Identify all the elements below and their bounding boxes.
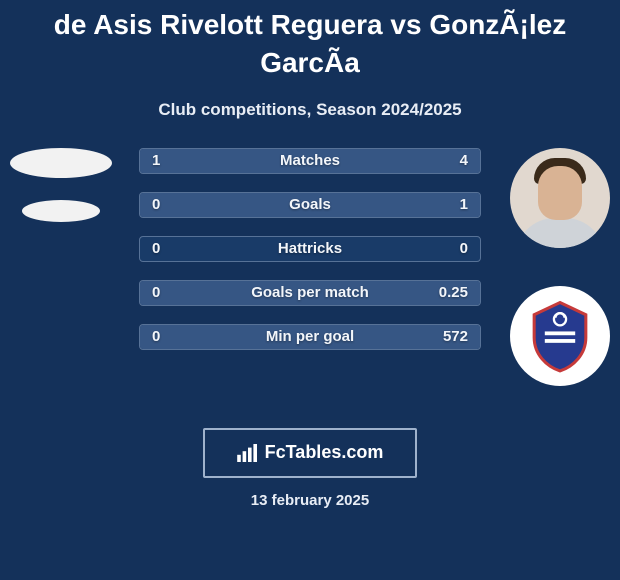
right-player-column [510, 148, 610, 386]
right-club-logo [510, 286, 610, 386]
stat-row: Matches14 [139, 148, 481, 174]
stat-bar-right [208, 149, 480, 173]
brand-watermark[interactable]: FcTables.com [203, 428, 417, 478]
avatar-face-shape [538, 166, 582, 220]
brand-label: FcTables.com [265, 442, 384, 463]
avatar-body-shape [515, 218, 605, 248]
comparison-card: de Asis Rivelott Reguera vs GonzÃ¡lez Ga… [0, 0, 620, 580]
stat-row: Min per goal0572 [139, 324, 481, 350]
right-player-avatar [510, 148, 610, 248]
left-player-avatar-placeholder [10, 148, 112, 178]
stat-row: Goals per match00.25 [139, 280, 481, 306]
stat-label: Hattricks [140, 240, 480, 257]
stat-row: Hattricks0 0 [139, 236, 481, 262]
stat-value-right: 0 [460, 240, 468, 257]
stat-bar-left [140, 149, 208, 173]
stats-table: Matches14 Goals01 Hattricks0 0 Goals per mat… [139, 148, 481, 350]
subtitle: Club competitions, Season 2024/2025 [0, 100, 620, 120]
date-label: 13 february 2025 [0, 492, 620, 509]
stat-bar-right [140, 281, 480, 305]
stat-row: Goals01 [139, 192, 481, 218]
stat-bar-right [140, 325, 480, 349]
club-logo-icon [522, 298, 598, 374]
page-title: de Asis Rivelott Reguera vs GonzÃ¡lez Ga… [0, 0, 620, 82]
left-player-column [10, 148, 112, 222]
content-area: Matches14 Goals01 Hattricks0 0 Goals per mat… [0, 148, 620, 408]
stat-value-left: 0 [152, 240, 160, 257]
bar-chart-icon [237, 444, 259, 462]
left-club-logo-placeholder [22, 200, 100, 222]
stat-bar-right [140, 193, 480, 217]
